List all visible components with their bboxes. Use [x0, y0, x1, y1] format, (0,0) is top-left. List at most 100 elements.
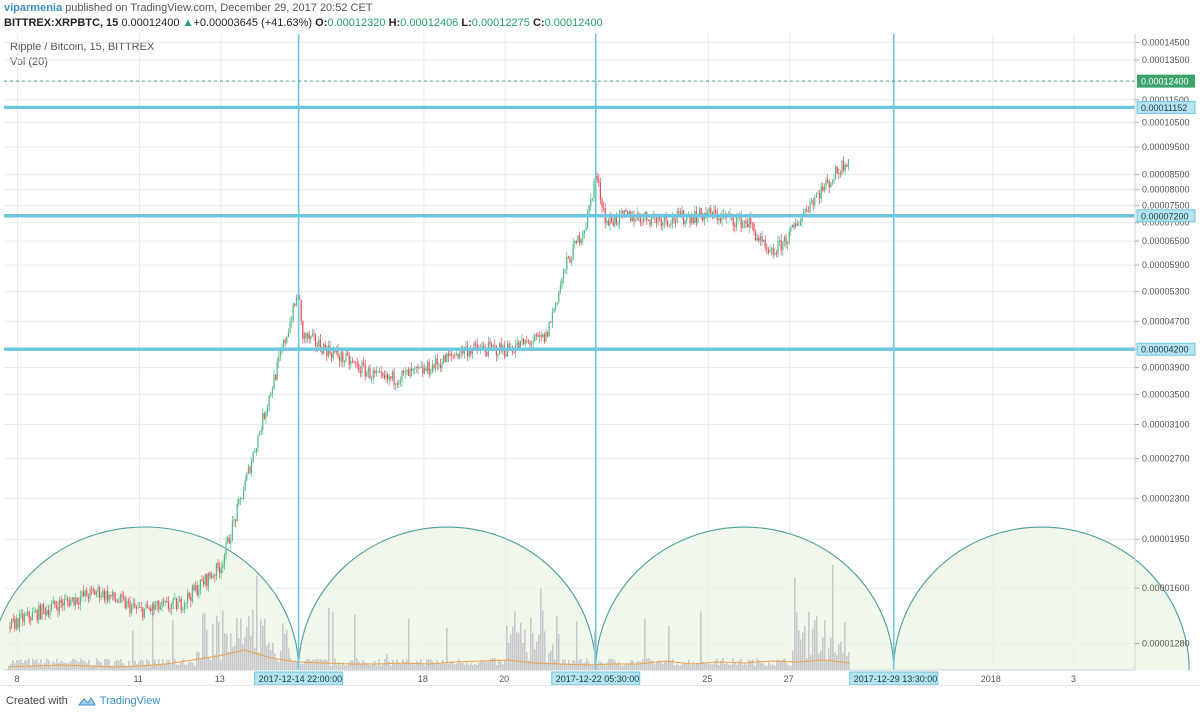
volume-bar	[812, 628, 814, 670]
candle	[567, 255, 569, 259]
candle-body	[617, 223, 619, 225]
candle-body	[655, 217, 657, 223]
cycle-arc-fill	[595, 527, 894, 670]
time-tick-label: 20	[499, 674, 509, 684]
candle-body	[623, 210, 625, 214]
candle	[103, 588, 105, 603]
candle-body	[559, 286, 561, 292]
candle-body	[675, 220, 677, 222]
candle	[199, 579, 201, 595]
volume-bar	[630, 660, 632, 670]
volume-bar	[446, 627, 448, 670]
volume-bar	[290, 658, 292, 670]
volume-bar	[350, 660, 352, 670]
volume-bar	[804, 625, 806, 670]
candle-body	[422, 366, 424, 374]
volume-bar	[776, 659, 778, 670]
candle	[343, 359, 345, 367]
candle-body	[238, 498, 240, 505]
candle	[59, 596, 61, 616]
candle-body	[527, 341, 529, 342]
candle-body	[505, 354, 507, 357]
candle	[585, 222, 587, 233]
horizontal-levels	[4, 105, 1135, 351]
candle	[286, 336, 288, 345]
candle	[545, 328, 547, 343]
candle-body	[823, 185, 825, 191]
candle	[361, 359, 363, 377]
volume-bar	[114, 661, 116, 670]
volume-bar	[826, 659, 828, 670]
candle-body	[68, 600, 70, 606]
candle-body	[319, 339, 321, 350]
volume-bar	[82, 660, 84, 670]
volume-bar	[28, 658, 30, 670]
volume-bar	[36, 658, 38, 670]
candle-body	[721, 214, 723, 222]
volume-bar	[496, 665, 498, 670]
candle-body	[561, 278, 563, 287]
up-arrow-icon: ▲	[182, 17, 194, 29]
candle	[401, 369, 403, 388]
candle	[233, 515, 235, 527]
time-tick-label: 3	[1071, 674, 1076, 684]
candle	[46, 604, 48, 617]
volume-bar	[56, 658, 58, 670]
candle	[412, 368, 414, 375]
candle	[95, 589, 97, 598]
volume-bar	[756, 658, 758, 670]
time-tick-label: 2018	[981, 674, 1001, 684]
candle	[556, 302, 558, 307]
candle-body	[107, 591, 109, 601]
candle	[263, 411, 265, 420]
cycle-arc	[595, 526, 895, 671]
volume-bar	[186, 664, 188, 670]
candle-body	[587, 212, 589, 228]
author-name[interactable]: viparmenia	[4, 2, 63, 14]
candle-body	[719, 218, 721, 222]
volume-bar	[828, 648, 830, 670]
volume-bar	[388, 660, 390, 670]
level-tag-box	[1136, 209, 1196, 223]
candle-body	[715, 209, 717, 213]
candle-body	[134, 603, 136, 608]
volume-bar	[448, 663, 450, 670]
candle-body	[340, 351, 342, 362]
volume-bar	[34, 660, 36, 670]
volume-bar	[190, 661, 192, 670]
candle	[316, 341, 318, 353]
candle-body	[105, 591, 107, 600]
volume-bar	[484, 662, 486, 670]
candle	[364, 359, 366, 381]
volume-bar	[108, 659, 110, 670]
candle-body	[553, 308, 555, 313]
candle	[806, 205, 808, 213]
candle-body	[745, 221, 747, 224]
candle	[790, 225, 792, 236]
candle-body	[819, 192, 821, 199]
candle-body	[222, 565, 224, 568]
candle	[223, 552, 225, 570]
candle-body	[273, 374, 275, 390]
candle-body	[839, 173, 841, 175]
volume-bar	[274, 653, 276, 670]
candle-body	[806, 209, 808, 212]
volume-bar	[184, 664, 186, 670]
price-tick-label: 0.00003100	[1142, 419, 1190, 429]
candle	[734, 222, 736, 233]
candle-body	[198, 590, 200, 596]
candle-body	[793, 224, 795, 228]
candle	[243, 486, 245, 501]
volume-bar	[362, 660, 364, 670]
tradingview-logo[interactable]: TradingView	[77, 695, 160, 707]
candle-body	[542, 334, 544, 337]
candle	[847, 158, 849, 171]
candle	[559, 280, 561, 295]
candle-body	[70, 599, 72, 606]
candle	[844, 162, 846, 176]
volume-bar	[420, 659, 422, 670]
candle-body	[347, 353, 349, 355]
volume-bar	[182, 658, 184, 670]
price-chart[interactable]: Ripple / Bitcoin, 15, BITTREX Vol (20) 0.0…	[0, 0, 1200, 685]
candle	[553, 307, 555, 313]
